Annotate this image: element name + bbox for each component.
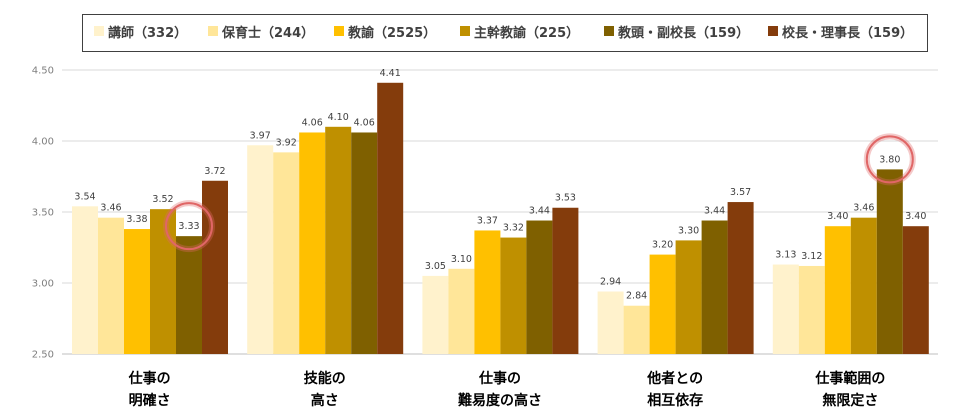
data-label: 3.10 [451, 254, 472, 265]
legend-swatch [460, 26, 470, 36]
bar [727, 202, 754, 354]
bar [72, 206, 98, 354]
bar [649, 254, 676, 354]
highlight-circle [865, 135, 914, 184]
data-label: 3.12 [801, 251, 822, 262]
bar [422, 275, 449, 354]
legend-label: 校長・理事長（159） [782, 25, 913, 41]
data-label: 3.92 [276, 137, 297, 148]
bar [150, 209, 176, 354]
category-label: 他者との [646, 370, 703, 387]
legend-box [82, 14, 928, 52]
data-label: 4.41 [380, 68, 401, 79]
legend-swatch [768, 26, 778, 36]
data-label: 3.20 [652, 240, 673, 251]
bar [701, 220, 728, 354]
data-label: 4.10 [328, 112, 349, 123]
legend-label: 講師（332） [108, 25, 187, 41]
category-label: 無限定さ [822, 392, 878, 409]
bar [597, 291, 624, 354]
legend-label: 主幹教諭（225） [474, 25, 579, 41]
data-label: 3.05 [425, 261, 446, 272]
bar [448, 268, 475, 354]
data-label: 3.54 [74, 191, 95, 202]
data-label: 3.30 [678, 225, 699, 236]
bar [299, 132, 326, 354]
bar [623, 305, 650, 354]
legend-swatch [94, 26, 104, 36]
data-label: 3.80 [879, 154, 900, 165]
category-label: 技能の [304, 370, 346, 387]
category-label: 仕事範囲の [814, 370, 885, 387]
bar [850, 217, 877, 354]
highlight-circle [165, 202, 213, 251]
bar [377, 82, 404, 354]
data-label: 3.53 [555, 193, 576, 204]
bar [824, 226, 851, 354]
data-label: 3.97 [250, 130, 271, 141]
y-tick-label: 4.50 [32, 66, 54, 77]
legend-label: 保育士（244） [221, 25, 314, 41]
data-label: 3.57 [730, 187, 751, 198]
data-label: 3.46 [100, 203, 121, 214]
bar [500, 237, 527, 354]
data-label: 3.46 [853, 203, 874, 214]
bar [247, 145, 274, 354]
legend-swatch [334, 26, 344, 36]
category-label: 相互依存 [647, 392, 703, 409]
data-label: 3.32 [503, 223, 524, 234]
bar [176, 236, 202, 354]
bar [772, 264, 799, 354]
data-label: 4.06 [302, 117, 323, 128]
category-label: 高さ [311, 392, 339, 409]
bar [902, 226, 929, 354]
bar [325, 126, 352, 354]
data-label: 3.13 [775, 250, 796, 261]
legend-label: 教頭・副校長（159） [617, 25, 749, 41]
y-tick-label: 3.00 [32, 279, 54, 290]
data-label: 3.72 [204, 166, 225, 177]
bar [351, 132, 378, 354]
y-tick-label: 4.00 [32, 137, 54, 148]
data-label: 3.40 [905, 211, 926, 222]
data-label: 2.84 [626, 291, 647, 302]
data-label: 2.94 [600, 277, 621, 288]
bar [552, 207, 579, 354]
data-label: 3.44 [529, 206, 550, 217]
data-label: 3.33 [178, 221, 199, 232]
bar [124, 229, 150, 354]
bar [526, 220, 553, 354]
y-tick-label: 2.50 [32, 350, 54, 361]
bar [798, 265, 825, 354]
y-tick-label: 3.50 [32, 208, 54, 219]
bar [675, 240, 702, 354]
data-label: 3.44 [704, 206, 725, 217]
legend-swatch [208, 26, 218, 36]
category-label: 仕事の [128, 370, 171, 387]
data-label: 3.40 [827, 211, 848, 222]
bar [474, 230, 501, 354]
legend-swatch [604, 26, 614, 36]
category-label: 難易度の高さ [458, 392, 542, 409]
bar [876, 169, 903, 354]
data-label: 4.06 [354, 117, 375, 128]
bar [273, 152, 300, 354]
category-label: 明確さ [129, 392, 171, 409]
data-label: 3.52 [152, 194, 173, 205]
bar [98, 217, 124, 354]
data-label: 3.38 [126, 214, 147, 225]
legend-label: 教諭（2525） [347, 25, 436, 41]
category-label: 仕事の [478, 370, 521, 387]
data-label: 3.37 [477, 215, 498, 226]
